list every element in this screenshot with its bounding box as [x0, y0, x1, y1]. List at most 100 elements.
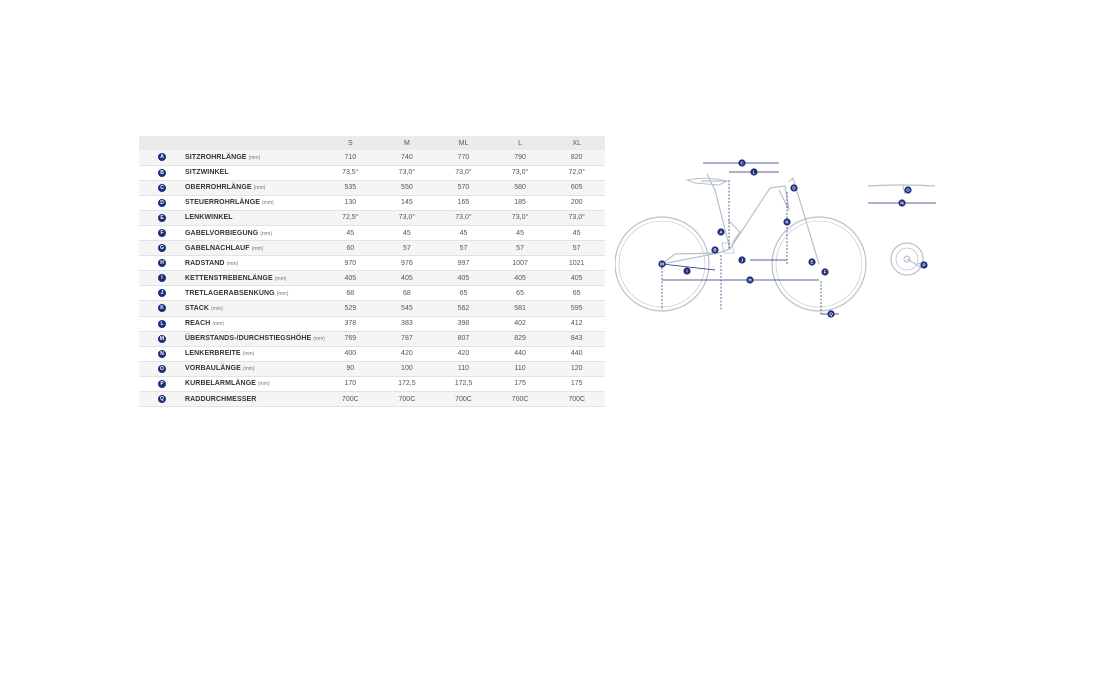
size-value-cell: 405 — [570, 274, 583, 282]
size-value-cell: 45 — [572, 229, 581, 237]
size-value-cell: 787 — [401, 335, 413, 343]
size-value-cell: 383 — [401, 320, 413, 328]
size-value-cell: 402 — [514, 320, 526, 328]
size-value-cell: 970 — [344, 259, 357, 267]
size-value-cell: 562 — [457, 304, 470, 312]
table-row: N LENKERBREITE (mm) 400 420 420 440 440 — [139, 346, 605, 362]
size-value-cell: 420 — [457, 350, 470, 358]
header-size: S — [347, 139, 353, 147]
size-value-cell: 172,5 — [398, 380, 416, 388]
marker-dot — [658, 260, 666, 268]
marker-letter: M — [660, 262, 664, 267]
measurement-unit: (mm) — [226, 260, 239, 267]
size-value-cell: 90 — [346, 365, 355, 373]
size-value-cell: 807 — [457, 335, 470, 343]
letter-badge: N — [158, 349, 166, 358]
size-value-cell: 550 — [401, 184, 413, 192]
measure-markers: ABCDEFGHIJKLMNOPQ — [658, 159, 928, 318]
bike-frame — [661, 173, 820, 265]
row-name-cell: VORBAULÄNGE (mm) — [185, 361, 322, 376]
header-size: ML — [458, 139, 469, 147]
size-value-cell: 440 — [514, 350, 526, 358]
size-value-cell: 605 — [570, 184, 583, 192]
measurement-name: KURBELARMLÄNGE — [185, 380, 257, 388]
size-value-cell: 843 — [570, 335, 583, 343]
size-value-cell: 68 — [346, 289, 355, 297]
row-letter-cell: A — [139, 150, 185, 165]
row-letter-cell: B — [139, 165, 185, 180]
measurement-unit: (mm) — [274, 275, 287, 282]
diagram-marker: C — [738, 159, 746, 167]
size-value-cell: 110 — [514, 365, 526, 373]
table-row: A SITZROHRLÄNGE (mm) 710 740 770 790 820 — [139, 150, 605, 166]
size-value-cell: 73,5° — [342, 169, 359, 177]
size-value-cell: 535 — [344, 184, 357, 192]
size-value-cell: 405 — [401, 274, 413, 282]
measurement-name: VORBAULÄNGE — [185, 365, 241, 373]
row-letter-cell: E — [139, 210, 185, 225]
marker-letter: D — [792, 186, 796, 191]
row-letter-cell: G — [139, 241, 185, 256]
size-value-cell: 57 — [516, 244, 524, 252]
table-body: A SITZROHRLÄNGE (mm) 710 740 770 790 820 B SITZWI… — [139, 150, 605, 407]
size-value-cell: 73,0° — [568, 214, 585, 222]
size-value-cell: 57 — [402, 244, 411, 252]
diagram-marker: Q — [827, 310, 835, 318]
measurement-name: LENKWINKEL — [185, 214, 233, 222]
size-value-cell: 73,0° — [511, 169, 529, 177]
row-letter-cell: I — [139, 271, 185, 286]
marker-dot — [827, 310, 835, 318]
row-letter-cell: N — [139, 346, 185, 361]
marker-letter: A — [719, 230, 723, 235]
row-name-cell: SITZROHRLÄNGE (mm) — [185, 150, 322, 165]
marker-dot — [738, 256, 746, 264]
diagram-marker: P — [920, 261, 928, 269]
letter-badge: E — [158, 213, 166, 222]
letter-badge: I — [158, 274, 166, 283]
marker-dot — [920, 261, 928, 269]
size-value-cell: 45 — [402, 229, 411, 237]
size-value-cell: 73,0° — [511, 214, 529, 222]
rear-wheel — [615, 216, 710, 312]
size-value-cell: 997 — [457, 259, 470, 267]
size-value-cell: 700C — [455, 395, 472, 403]
marker-dot — [738, 159, 746, 167]
measurement-name: GABELVORBIEGUNG — [185, 229, 259, 237]
bike-geometry-diagram: ABCDEFGHIJKLMNOPQ — [615, 159, 936, 318]
size-value-cell: 405 — [457, 274, 470, 282]
size-value-cell: 529 — [344, 304, 357, 312]
size-value-cell: 65 — [572, 289, 581, 297]
table-row: P KURBELARMLÄNGE (mm) 170 172,5 172,5 175 175 — [139, 376, 605, 392]
marker-dot — [790, 184, 798, 192]
row-letter-cell: J — [139, 286, 185, 301]
size-value-cell: 130 — [344, 199, 357, 207]
size-value-cell: 545 — [401, 304, 413, 312]
marker-letter: J — [741, 258, 744, 263]
diagram-marker: H — [746, 276, 754, 284]
marker-letter: E — [810, 260, 813, 265]
size-value-cell: 700C — [511, 395, 529, 403]
measurement-unit: (mm) — [253, 185, 266, 192]
size-value-cell: 405 — [514, 274, 526, 282]
size-value-cell: 740 — [401, 153, 413, 161]
row-letter-cell: M — [139, 331, 185, 346]
size-value-cell: 73,0° — [398, 169, 416, 177]
size-value-cell: 769 — [344, 335, 357, 343]
diagram-marker: A — [717, 228, 725, 236]
row-letter-cell: F — [139, 225, 185, 240]
row-name-cell: RADDURCHMESSER — [185, 392, 322, 407]
letter-badge: J — [158, 289, 166, 298]
letter-badge: Q — [158, 395, 166, 404]
row-name-cell: ÜBERSTANDS-/DURCHSTIEGSHÖHE (mm) — [185, 331, 325, 346]
size-value-cell: 73,0° — [398, 214, 416, 222]
size-value-cell: 100 — [401, 365, 413, 373]
row-name-cell: SITZWINKEL — [185, 165, 322, 180]
marker-letter: C — [740, 161, 744, 166]
geometry-table: S M ML L XL A SITZROHRLÄNGE (mm) 710 740 770 7… — [139, 136, 605, 407]
size-value-cell: 378 — [344, 320, 357, 328]
measurement-unit: (mm) — [242, 366, 255, 373]
measurement-unit: (mm) — [276, 290, 289, 297]
size-value-cell: 172,5 — [454, 380, 473, 388]
marker-letter: L — [753, 170, 756, 175]
diagram-marker: N — [898, 199, 906, 207]
